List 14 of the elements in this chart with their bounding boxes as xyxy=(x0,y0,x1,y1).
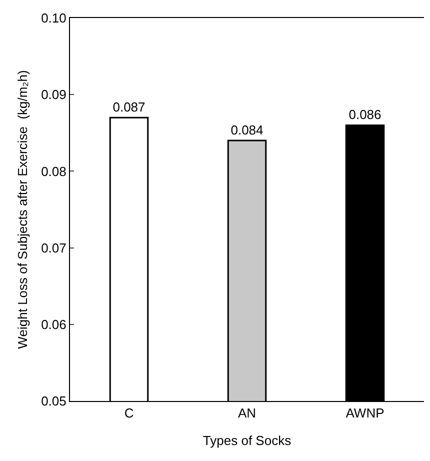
y-tick-label: 0.08 xyxy=(41,164,66,179)
x-axis-title: Types of Socks xyxy=(202,433,292,448)
x-tick-label: C xyxy=(124,406,134,421)
y-axis-title: Weight Loss of Subjects after Exercise (kg/m₂h) xyxy=(15,70,30,349)
y-tick-label: 0.07 xyxy=(41,240,66,256)
x-tick-label: AN xyxy=(238,406,256,421)
y-tick-label: 0.05 xyxy=(41,394,66,409)
y-tick-label: 0.09 xyxy=(41,87,66,102)
data-label: 0.084 xyxy=(230,122,264,138)
data-label: 0.086 xyxy=(348,107,382,122)
data-label: 0.087 xyxy=(112,100,146,115)
x-tick-label: AWNP xyxy=(346,406,384,421)
y-tick-label: 0.06 xyxy=(41,316,66,332)
y-tick-label: 0.10 xyxy=(41,10,66,26)
